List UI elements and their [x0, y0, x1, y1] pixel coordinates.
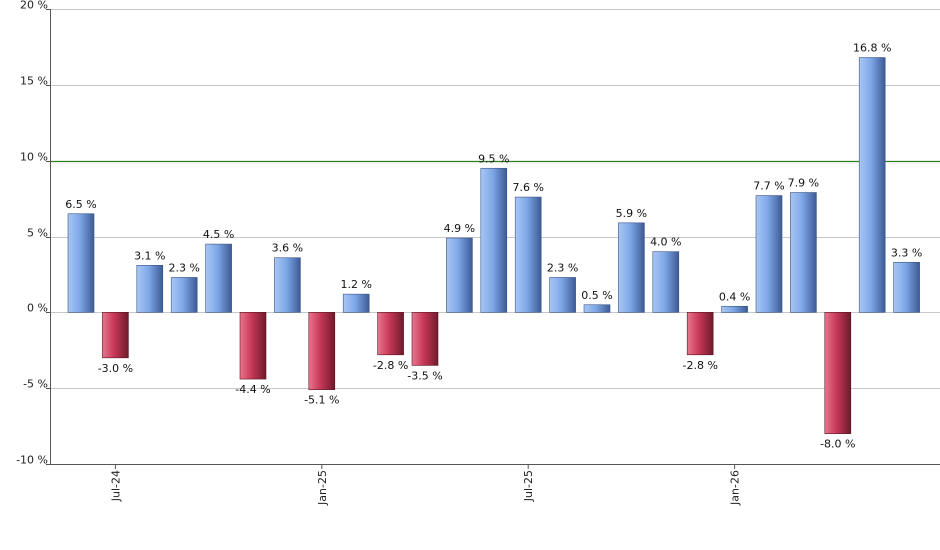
data-label: 7.9 % — [788, 177, 819, 190]
data-label: 7.6 % — [512, 181, 543, 194]
bar — [274, 257, 301, 313]
bar — [652, 251, 680, 313]
x-tick-label: Jan-25 — [316, 470, 329, 506]
bar — [377, 312, 404, 356]
y-tick-label: -10 % — [16, 454, 48, 467]
data-label: 9.5 % — [478, 152, 509, 165]
y-tick-label: 5 % — [27, 227, 48, 240]
bar — [308, 312, 336, 390]
bar — [102, 312, 129, 359]
bar — [755, 195, 783, 313]
bar — [411, 312, 439, 366]
bar — [549, 277, 576, 313]
data-label: -8.0 % — [820, 438, 855, 451]
bar — [583, 304, 611, 313]
data-label: 3.6 % — [272, 242, 303, 255]
bar — [721, 305, 748, 313]
bar — [893, 261, 920, 313]
bar — [205, 243, 232, 313]
data-label: 5.9 % — [616, 207, 647, 220]
data-label: 4.9 % — [444, 222, 475, 235]
y-tick-label: 20 % — [20, 0, 48, 12]
data-label: 2.3 % — [547, 261, 578, 274]
bar — [67, 213, 95, 313]
data-labels: 6.5 %-3.0 %3.1 %2.3 %4.5 %-4.4 %3.6 %-5.… — [65, 42, 922, 451]
data-label: -3.5 % — [407, 369, 442, 382]
data-label: 6.5 % — [65, 198, 96, 211]
data-label: 4.5 % — [203, 228, 234, 241]
y-tick-label: 15 % — [20, 75, 48, 88]
data-label: -5.1 % — [304, 394, 339, 407]
bars — [67, 57, 920, 434]
x-tick-label: Jan-26 — [729, 470, 742, 506]
y-axis-tick-labels: -10 % -5 % 0 % 5 % 10 % 15 % 20 % — [16, 0, 48, 467]
bar — [858, 57, 886, 313]
y-tick-label: -5 % — [23, 378, 48, 391]
data-label: -3.0 % — [98, 362, 133, 375]
y-tick-label: 0 % — [27, 302, 48, 315]
x-tick-label: Jul-25 — [522, 470, 535, 502]
bar — [170, 277, 198, 313]
bar — [446, 237, 473, 313]
bar — [342, 293, 370, 313]
data-label: 2.3 % — [168, 261, 199, 274]
bar — [136, 265, 164, 313]
data-label: 3.3 % — [891, 246, 922, 259]
x-tick-label: Jul-24 — [109, 470, 122, 502]
data-label: 1.2 % — [340, 278, 371, 291]
bar — [790, 192, 817, 313]
data-label: 16.8 % — [853, 42, 891, 55]
data-label: 4.0 % — [650, 236, 681, 249]
bar — [686, 312, 714, 356]
axes — [46, 9, 940, 469]
data-label: -2.8 % — [373, 359, 408, 372]
bar — [824, 312, 852, 434]
bar — [618, 222, 645, 313]
data-label: -4.4 % — [235, 383, 270, 396]
data-label: 3.1 % — [134, 249, 165, 262]
data-label: 0.5 % — [581, 289, 612, 302]
data-label: 7.7 % — [753, 180, 784, 193]
bar — [514, 196, 542, 313]
bar — [480, 167, 508, 313]
x-axis-tick-labels: Jul-24 Jan-25 Jul-25 Jan-26 — [109, 470, 741, 506]
bar — [239, 312, 267, 380]
data-label: 0.4 % — [719, 290, 750, 303]
y-tick-label: 10 % — [20, 151, 48, 164]
data-label: -2.8 % — [682, 359, 717, 372]
